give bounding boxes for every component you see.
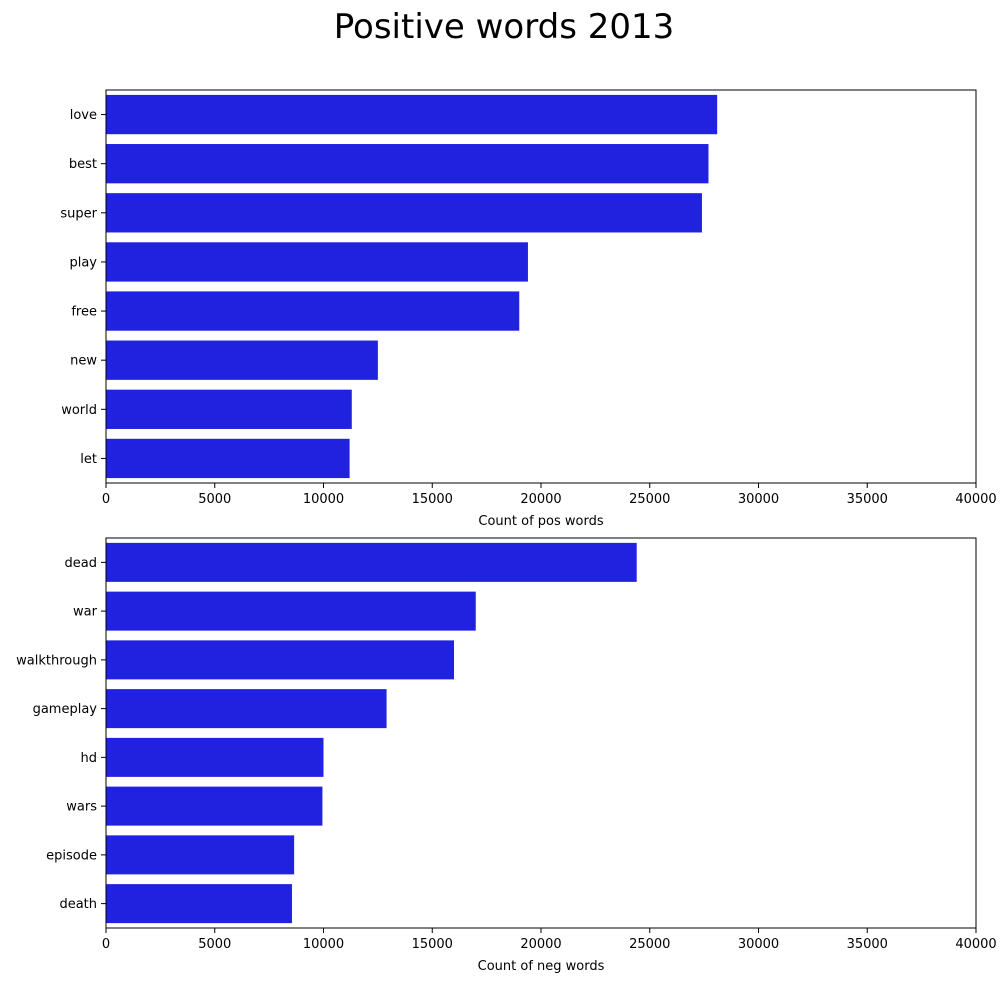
- bar-episode: [106, 835, 295, 875]
- bar-walkthrough: [106, 640, 454, 680]
- x-tick-label: 5000: [198, 937, 231, 952]
- bar-let: [106, 438, 350, 479]
- y-tick-label: wars: [66, 800, 97, 815]
- x-tick-label: 35000: [847, 937, 888, 952]
- x-tick-label: 10000: [303, 492, 344, 507]
- x-tick-label: 10000: [303, 937, 344, 952]
- x-axis-label: Count of pos words: [478, 514, 603, 529]
- bar-death: [106, 884, 292, 924]
- y-tick-label: super: [60, 206, 97, 221]
- y-tick-label: play: [69, 255, 97, 270]
- positive-words-chart: love best super play free new world let 0 5000 100…: [60, 89, 997, 529]
- y-tick-label: war: [73, 605, 98, 620]
- bar-war: [106, 591, 476, 631]
- x-tick-label: 0: [102, 492, 110, 507]
- x-tick-label: 20000: [520, 937, 561, 952]
- figure-title: Positive words 2013: [333, 7, 675, 47]
- bar-free: [106, 291, 520, 331]
- y-tick-label: new: [70, 354, 97, 369]
- y-tick-label: world: [61, 403, 97, 418]
- y-tick-label: let: [80, 452, 97, 467]
- x-tick-label: 5000: [198, 492, 231, 507]
- x-tick-label: 40000: [955, 937, 996, 952]
- x-tick-label: 15000: [412, 937, 453, 952]
- negative-words-chart: dead war walkthrough gameplay hd wars episode d…: [16, 537, 997, 974]
- y-tick-label: death: [59, 897, 97, 912]
- plot-frame: [105, 89, 977, 484]
- y-tick-label: episode: [46, 848, 97, 863]
- y-tick-label: gameplay: [33, 702, 98, 717]
- x-axis-label: Count of neg words: [478, 959, 605, 974]
- y-tick-label: love: [70, 108, 97, 123]
- y-tick-label: dead: [65, 556, 97, 571]
- x-tick-label: 30000: [738, 937, 779, 952]
- x-tick-label: 0: [102, 937, 110, 952]
- bar-best: [106, 144, 709, 184]
- bar-play: [106, 242, 528, 282]
- bar-wars: [106, 786, 323, 826]
- bar-love: [106, 94, 718, 135]
- x-tick-label: 15000: [412, 492, 453, 507]
- bar-super: [106, 193, 702, 233]
- x-tick-label: 30000: [738, 492, 779, 507]
- bar-gameplay: [106, 689, 387, 729]
- x-tick-label: 35000: [847, 492, 888, 507]
- x-tick-label: 40000: [955, 492, 996, 507]
- x-tick-label: 25000: [629, 492, 670, 507]
- y-tick-label: free: [71, 305, 97, 320]
- bar-dead: [106, 542, 637, 582]
- y-tick-label: hd: [81, 751, 98, 766]
- x-tick-label: 25000: [629, 937, 670, 952]
- x-tick-label: 20000: [520, 492, 561, 507]
- y-tick-label: walkthrough: [16, 653, 97, 668]
- y-tick-label: best: [69, 157, 97, 172]
- bar-hd: [106, 737, 324, 777]
- bar-world: [106, 389, 352, 429]
- bar-new: [106, 340, 378, 380]
- plot-frame: [105, 537, 977, 929]
